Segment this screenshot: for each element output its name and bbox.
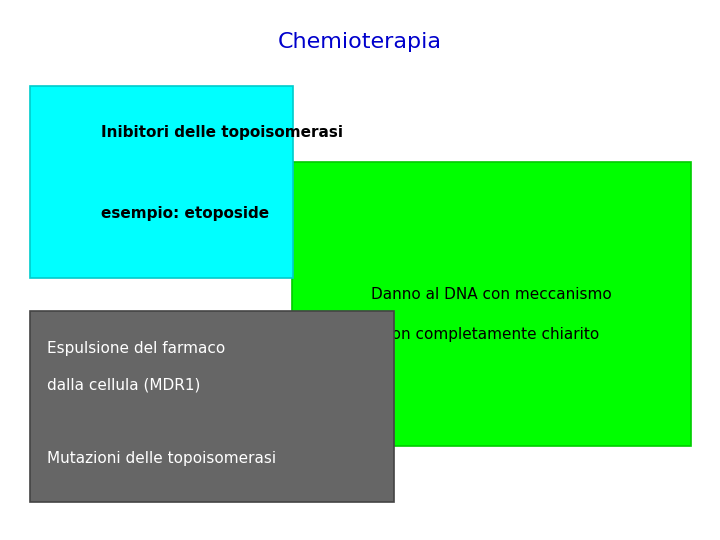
Text: Danno al DNA con meccanismo: Danno al DNA con meccanismo bbox=[371, 287, 611, 302]
Text: Espulsione del farmaco: Espulsione del farmaco bbox=[47, 341, 225, 356]
Text: esempio: etoposide: esempio: etoposide bbox=[101, 206, 269, 221]
FancyBboxPatch shape bbox=[292, 162, 691, 445]
Text: Chemioterapia: Chemioterapia bbox=[278, 32, 442, 52]
Text: dalla cellula (MDR1): dalla cellula (MDR1) bbox=[47, 377, 200, 393]
Text: Mutazioni delle topoisomerasi: Mutazioni delle topoisomerasi bbox=[47, 451, 276, 466]
Text: Inibitori delle topoisomerasi: Inibitori delle topoisomerasi bbox=[101, 125, 343, 140]
Text: non completamente chiarito: non completamente chiarito bbox=[382, 327, 600, 342]
FancyBboxPatch shape bbox=[30, 310, 394, 502]
FancyBboxPatch shape bbox=[30, 86, 293, 278]
